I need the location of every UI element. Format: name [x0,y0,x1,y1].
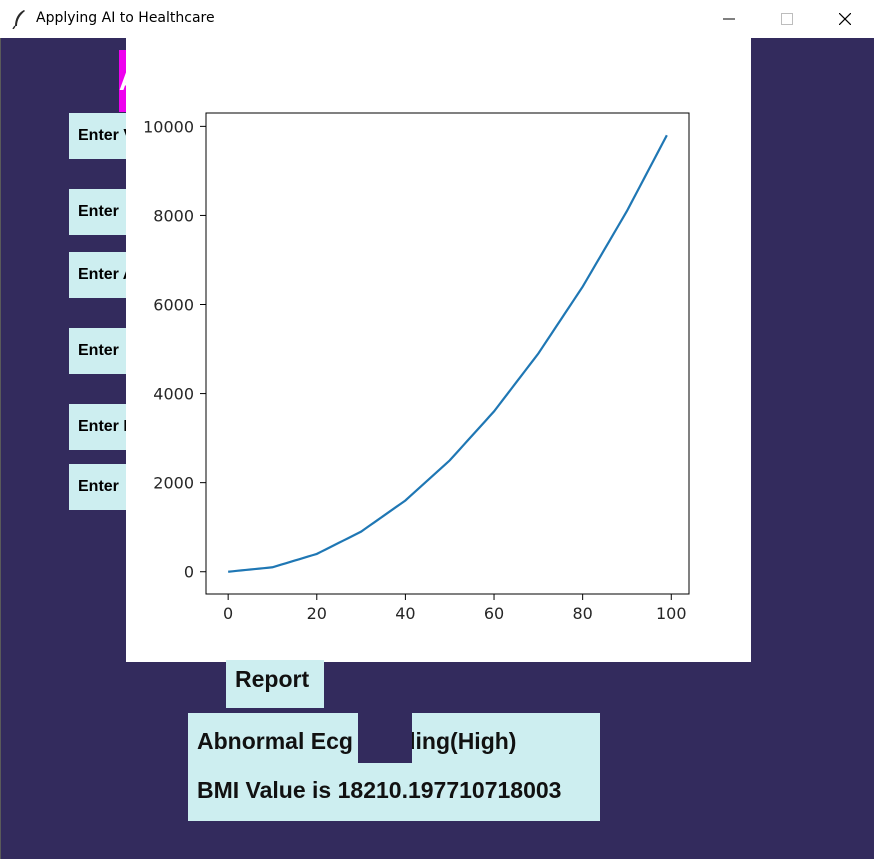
window-title: Applying AI to Healthcare [36,10,215,26]
x-tick-label-5: 100 [656,604,687,623]
close-icon [839,13,851,25]
line-chart: 0 20 40 60 80 100 0 2000 4000 6000 8000 10000 [143,112,690,623]
background-gap [358,713,412,763]
ecg-result-text: Abnormal Ecg Reading(High) [197,728,517,754]
minimize-icon [723,18,735,20]
y-tick-label-3: 6000 [153,296,194,315]
plot-window[interactable]: 0 20 40 60 80 100 0 2000 4000 6000 8000 10000 [126,38,751,662]
y-tick-label-5: 10000 [143,117,194,136]
plot-frame [205,112,690,595]
window-edge [0,38,1,859]
close-button[interactable] [822,0,868,38]
y-tick-label-4: 8000 [153,206,194,225]
y-tick-label-0: 0 [184,563,194,582]
maximize-icon [781,13,793,25]
minimize-button[interactable] [706,0,752,38]
header-label: A [119,50,129,112]
x-tick-label-3: 60 [484,604,504,623]
maximize-button[interactable] [764,0,810,38]
series-line-0 [228,134,668,573]
x-tick-label-1: 20 [307,604,327,623]
y-tick-label-2: 4000 [153,385,194,404]
report-heading: Report [226,660,324,708]
x-tick-label-0: 0 [223,604,233,623]
x-tick-label-4: 80 [572,604,592,623]
y-tick-label-1: 2000 [153,474,194,493]
title-bar[interactable]: Applying AI to Healthcare [0,0,874,38]
feather-icon [12,9,28,30]
x-tick-label-2: 40 [395,604,415,623]
bmi-result-text: BMI Value is 18210.197710718003 [197,777,562,803]
